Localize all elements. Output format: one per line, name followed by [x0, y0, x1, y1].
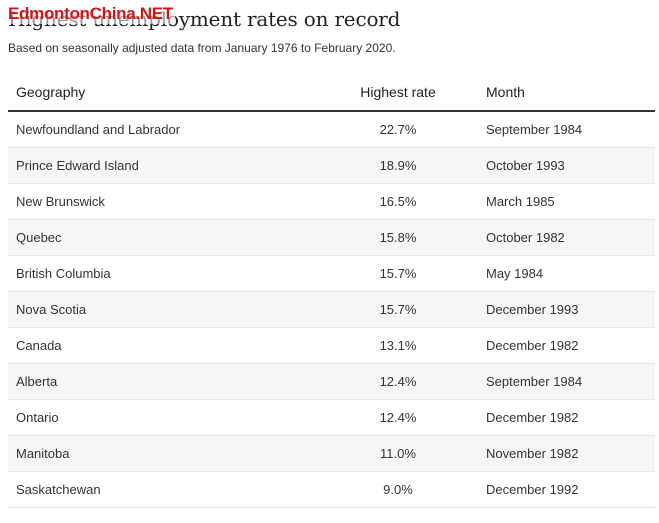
- cell-rate: 22.7%: [316, 111, 480, 148]
- cell-geography: Alberta: [8, 363, 316, 400]
- column-header-rate: Highest rate: [316, 74, 480, 112]
- cell-rate: 18.9%: [316, 147, 480, 184]
- table-header: Geography Highest rate Month: [8, 74, 655, 112]
- table-row: Quebec 15.8% October 1982: [8, 219, 655, 256]
- cell-month: December 1992: [480, 471, 655, 508]
- cell-rate: 13.1%: [316, 327, 480, 364]
- cell-rate: 15.7%: [316, 255, 480, 292]
- cell-rate: 11.0%: [316, 435, 480, 472]
- table-row: British Columbia 15.7% May 1984: [8, 255, 655, 292]
- cell-geography: Canada: [8, 327, 316, 364]
- column-header-geography: Geography: [8, 74, 316, 112]
- cell-month: December 1993: [480, 291, 655, 328]
- cell-month: September 1984: [480, 111, 655, 148]
- cell-month: December 1982: [480, 399, 655, 436]
- cell-month: October 1993: [480, 147, 655, 184]
- table-row: Saskatchewan 9.0% December 1992: [8, 471, 655, 508]
- cell-month: December 1982: [480, 327, 655, 364]
- cell-rate: 12.4%: [316, 399, 480, 436]
- table-row: Manitoba 11.0% November 1982: [8, 435, 655, 472]
- cell-rate: 12.4%: [316, 363, 480, 400]
- watermark-logo: EdmontonChina.NET: [8, 4, 175, 24]
- column-header-month: Month: [480, 74, 655, 112]
- page-subtitle: Based on seasonally adjusted data from J…: [8, 41, 396, 55]
- cell-month: March 1985: [480, 183, 655, 220]
- header-row: Geography Highest rate Month: [8, 74, 655, 112]
- cell-geography: New Brunswick: [8, 183, 316, 220]
- table-row: Prince Edward Island 18.9% October 1993: [8, 147, 655, 184]
- cell-geography: Prince Edward Island: [8, 147, 316, 184]
- table-body: Newfoundland and Labrador 22.7% Septembe…: [8, 111, 655, 508]
- cell-rate: 9.0%: [316, 471, 480, 508]
- title-area: Highest unemployment rates on record Edm…: [8, 4, 651, 34]
- table-row: Nova Scotia 15.7% December 1993: [8, 291, 655, 328]
- cell-rate: 15.7%: [316, 291, 480, 328]
- cell-month: May 1984: [480, 255, 655, 292]
- table-row: New Brunswick 16.5% March 1985: [8, 183, 655, 220]
- cell-geography: Saskatchewan: [8, 471, 316, 508]
- table-row: Newfoundland and Labrador 22.7% Septembe…: [8, 111, 655, 148]
- cell-geography: Nova Scotia: [8, 291, 316, 328]
- header: Highest unemployment rates on record Edm…: [8, 4, 651, 55]
- cell-rate: 15.8%: [316, 219, 480, 256]
- table-row: Canada 13.1% December 1982: [8, 327, 655, 364]
- cell-month: September 1984: [480, 363, 655, 400]
- cell-month: October 1982: [480, 219, 655, 256]
- table-row: Ontario 12.4% December 1982: [8, 399, 655, 436]
- cell-month: November 1982: [480, 435, 655, 472]
- cell-geography: Quebec: [8, 219, 316, 256]
- unemployment-table: Geography Highest rate Month Newfoundlan…: [8, 74, 655, 508]
- cell-geography: Ontario: [8, 399, 316, 436]
- cell-rate: 16.5%: [316, 183, 480, 220]
- cell-geography: Newfoundland and Labrador: [8, 111, 316, 148]
- table-row: Alberta 12.4% September 1984: [8, 363, 655, 400]
- cell-geography: British Columbia: [8, 255, 316, 292]
- cell-geography: Manitoba: [8, 435, 316, 472]
